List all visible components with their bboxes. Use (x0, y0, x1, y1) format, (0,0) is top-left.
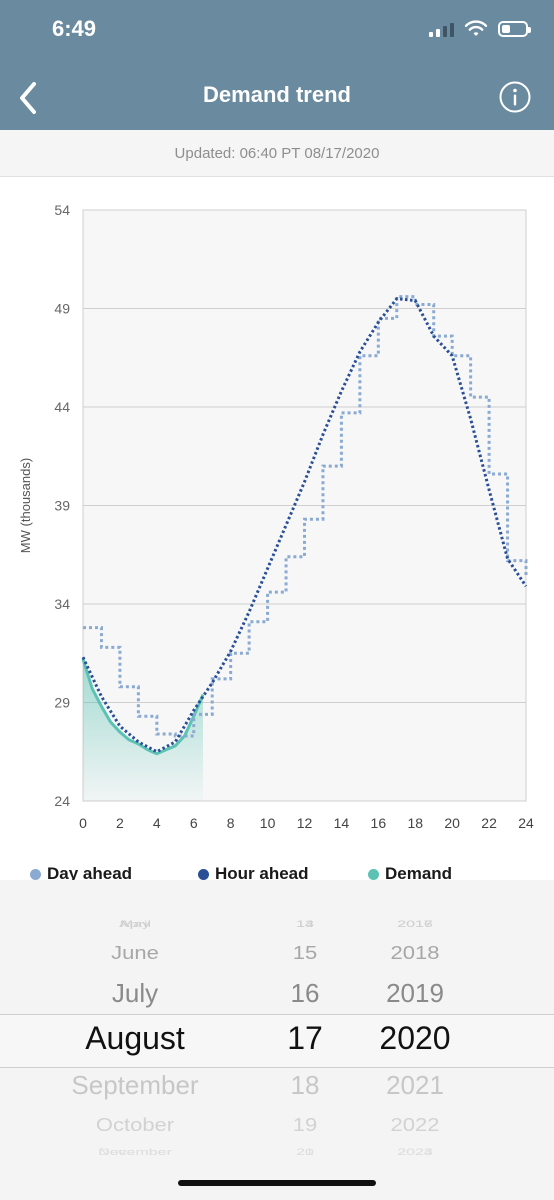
y-tick-label: 29 (54, 695, 70, 711)
x-tick-label: 6 (190, 815, 198, 831)
demand-area (83, 659, 203, 801)
battery-icon (498, 21, 531, 37)
legend-hour-ahead: Hour ahead (198, 864, 309, 884)
x-tick-label: 8 (227, 815, 235, 831)
x-tick-label: 4 (153, 815, 161, 831)
picker-option[interactable]: 2018 (390, 942, 440, 964)
picker-option[interactable]: 16 (290, 977, 320, 1008)
x-tick-label: 0 (79, 815, 87, 831)
y-tick-label: 24 (54, 793, 70, 809)
y-tick-label: 39 (54, 498, 70, 514)
day-wheel[interactable]: 13 14 15 16 17 18 19 20 21 (258, 880, 352, 1200)
x-tick-label: 20 (444, 815, 460, 831)
legend-label-day-ahead: Day ahead (47, 864, 133, 883)
picker-option[interactable]: 2022 (390, 1114, 440, 1136)
y-tick-label: 44 (54, 399, 70, 415)
x-tick-label: 10 (260, 815, 276, 831)
picker-option[interactable]: 19 (292, 1114, 318, 1136)
month-wheel[interactable]: April May June July August September October No… (40, 880, 230, 1200)
y-tick-label: 49 (54, 301, 70, 317)
status-time: 6:49 (52, 16, 97, 41)
year-wheel[interactable]: 2016 2017 2018 2019 2020 2021 2022 2023 2024 (360, 880, 470, 1200)
picker-option[interactable]: December (98, 1148, 172, 1158)
x-tick-label: 22 (481, 815, 497, 831)
legend-demand: Demand (368, 864, 452, 884)
x-tick-label: 16 (371, 815, 387, 831)
updated-timestamp: Updated: 06:40 PT 08/17/2020 (174, 145, 380, 162)
picker-option[interactable]: 2016 (397, 920, 433, 930)
picker-option[interactable]: 2023 (397, 1148, 433, 1158)
picker-option[interactable]: September (71, 1069, 199, 1100)
date-picker[interactable]: April May June July August September October No… (0, 880, 554, 1200)
info-button[interactable] (498, 80, 532, 114)
x-tick-label: 2 (116, 815, 124, 831)
x-tick-label: 14 (334, 815, 350, 831)
picker-option[interactable]: 20 (296, 1148, 314, 1158)
info-icon (499, 81, 531, 113)
updated-bar: Updated: 06:40 PT 08/17/2020 (0, 130, 554, 177)
picker-selection-band (0, 1014, 554, 1068)
x-tick-label: 12 (297, 815, 313, 831)
legend-dot-day-ahead (30, 868, 41, 880)
battery-level (502, 25, 510, 33)
legend-day-ahead: Day ahead (30, 864, 132, 884)
status-icons (429, 20, 531, 38)
wifi-icon (464, 20, 488, 36)
x-tick-label: 18 (407, 815, 423, 831)
picker-option[interactable]: 15 (292, 942, 318, 964)
picker-option[interactable]: November (98, 1148, 172, 1158)
picker-option[interactable]: May (119, 920, 151, 930)
picker-option[interactable]: 14 (296, 920, 314, 930)
legend-dot-hour-ahead (198, 868, 209, 880)
picker-option[interactable]: 2017 (397, 920, 433, 930)
picker-option[interactable]: April (118, 920, 151, 930)
picker-option[interactable]: August (85, 1020, 185, 1057)
demand-line (81, 658, 205, 756)
hour-ahead-line (81, 297, 528, 754)
picker-option[interactable]: 21 (296, 1148, 314, 1158)
picker-option[interactable]: July (111, 977, 159, 1008)
page-title: Demand trend (203, 82, 351, 107)
chevron-left-icon (20, 82, 36, 114)
picker-option[interactable]: June (111, 942, 159, 964)
x-tick-label: 24 (518, 815, 534, 831)
picker-option[interactable]: 2019 (386, 977, 444, 1008)
legend-label-demand: Demand (385, 864, 453, 883)
picker-option[interactable]: 17 (287, 1020, 323, 1057)
picker-option[interactable]: 2024 (397, 1148, 433, 1158)
chart-container: 24 29 34 39 44 49 54 0 2 4 6 8 10 12 14 16 18 20 22 24 MW (t… (0, 177, 554, 877)
picker-option[interactable]: 2021 (386, 1069, 444, 1100)
day-ahead-line (83, 295, 528, 738)
y-tick-label: 34 (54, 596, 70, 612)
picker-option[interactable]: 2020 (379, 1020, 451, 1057)
chart-legend: Day ahead Hour ahead Demand (0, 864, 554, 884)
legend-dot-demand (368, 868, 379, 880)
picker-option[interactable]: 18 (290, 1069, 320, 1100)
cellular-signal-icon (429, 21, 454, 37)
back-button[interactable] (10, 78, 50, 118)
home-indicator (178, 1180, 376, 1186)
legend-label-hour-ahead: Hour ahead (215, 864, 309, 883)
top-bar: 6:49 Demand trend (0, 0, 554, 130)
picker-option[interactable]: 13 (296, 920, 314, 930)
y-tick-label: 54 (54, 202, 70, 218)
y-axis-label: MW (thousands) (18, 458, 33, 553)
picker-option[interactable]: October (95, 1114, 175, 1136)
